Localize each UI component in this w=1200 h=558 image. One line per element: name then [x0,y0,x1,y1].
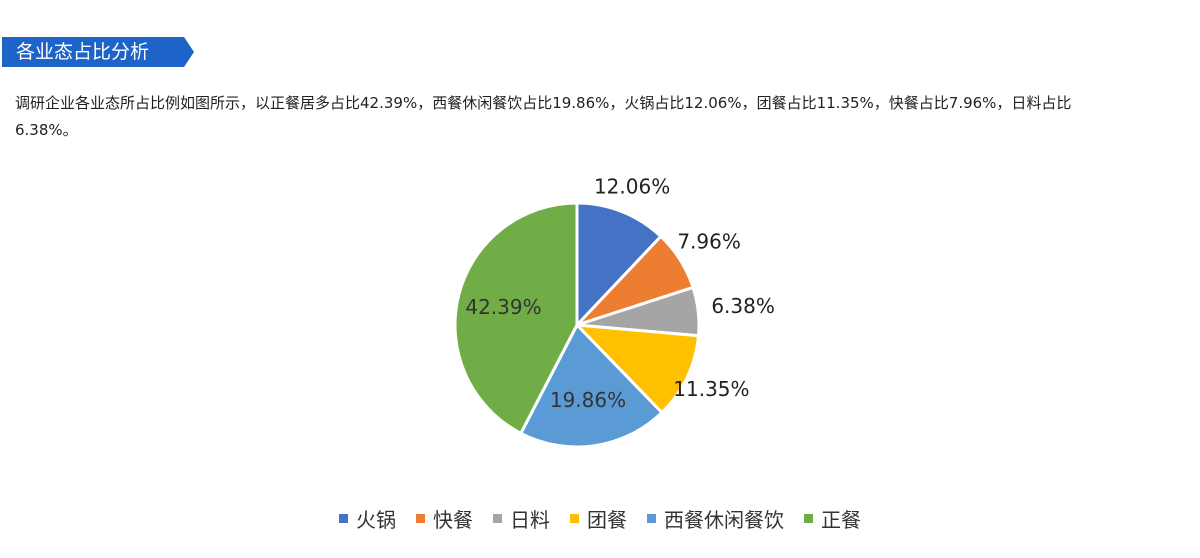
pie-chart: 12.06% 7.96% 6.38% 11.35% 19.86% 42.39% [453,175,775,449]
pie-data-label-4: 11.35% [673,377,749,401]
legend-swatch [804,513,813,523]
pie-data-label-3: 6.38% [711,294,775,318]
pie-slice-5 [519,323,664,449]
legend-label: 火锅 [356,507,396,532]
pie-data-label-6: 42.39% [465,295,541,319]
legend-item-5: 西餐休闲餐饮 [647,504,784,533]
pie-data-label-2: 7.96% [677,230,741,254]
section-header: 各业态占比分析 [2,37,194,67]
legend-label: 正餐 [821,507,861,532]
legend-swatch [570,513,579,523]
pie-data-label-5: 19.86% [550,388,626,412]
legend-label: 快餐 [433,507,473,532]
pie-slice-4 [575,323,701,415]
legend-swatch [493,513,502,523]
legend-label: 西餐休闲餐饮 [664,507,784,532]
legend-item-1: 火锅 [339,504,396,533]
pie-slice-1 [575,201,663,327]
pie-data-label-1: 12.06% [594,175,670,199]
legend-label: 日料 [510,507,550,532]
legend-label: 团餐 [587,507,627,532]
legend-swatch [416,513,425,523]
legend-item-3: 日料 [493,504,550,533]
legend-swatch [647,513,656,523]
legend-item-6: 正餐 [804,504,861,533]
legend-item-2: 快餐 [416,504,473,533]
section-title: 各业态占比分析 [16,41,150,63]
description-text: 调研企业各业态所占比例如图所示，以正餐居多占比42.39%，西餐休闲餐饮占比19… [15,94,1072,139]
legend-swatch [339,513,348,523]
pie-slice-6 [453,201,579,435]
legend-item-4: 团餐 [570,504,627,533]
chart-legend: 火锅 快餐 日料 团餐 西餐休闲餐饮 正餐 [0,503,1200,533]
